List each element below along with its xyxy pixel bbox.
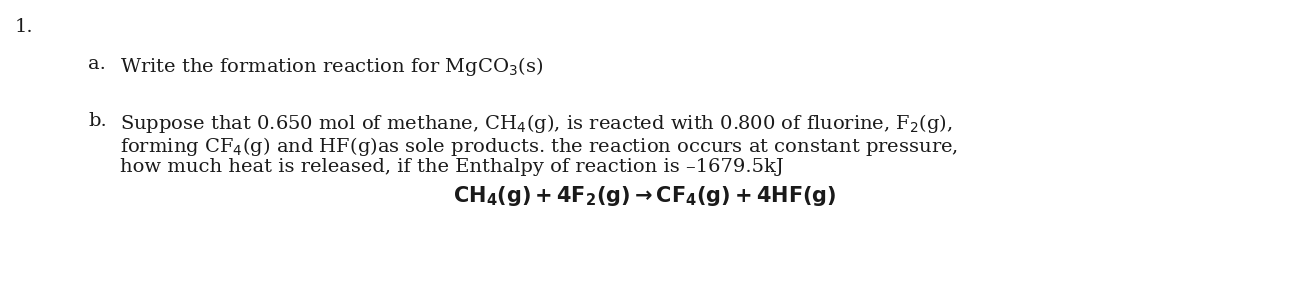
Text: a.: a. <box>88 55 106 73</box>
Text: forming CF$_4$(g) and HF(g)as sole products. the reaction occurs at constant pre: forming CF$_4$(g) and HF(g)as sole produ… <box>120 135 958 158</box>
Text: Write the formation reaction for MgCO$_3$(s): Write the formation reaction for MgCO$_3… <box>120 55 543 78</box>
Text: b.: b. <box>88 112 107 130</box>
Text: how much heat is released, if the Enthalpy of reaction is –1679.5kJ: how much heat is released, if the Enthal… <box>120 158 784 176</box>
Text: 1.: 1. <box>15 18 34 36</box>
Text: Suppose that 0.650 mol of methane, CH$_4$(g), is reacted with 0.800 of fluorine,: Suppose that 0.650 mol of methane, CH$_4… <box>120 112 953 135</box>
Text: $\mathbf{CH_4(g) + 4F_2(g) \rightarrow CF_4(g) + 4HF(g)}$: $\mathbf{CH_4(g) + 4F_2(g) \rightarrow C… <box>453 184 837 208</box>
